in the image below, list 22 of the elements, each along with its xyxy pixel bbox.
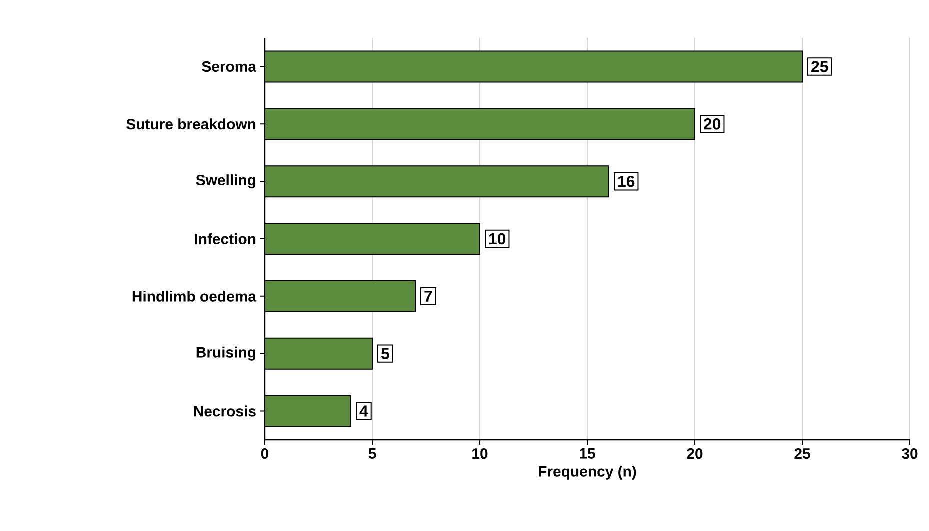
x-tick-label: 0 [261,448,269,460]
y-tick-label: Infection [195,234,256,244]
x-tick-label: 20 [687,448,703,460]
data-label: 5 [381,348,390,360]
y-tick-label: Seroma [202,61,257,72]
data-label: 16 [618,176,635,188]
data-label: 4 [360,406,368,417]
x-axis-title: Frequency (n) [539,466,636,480]
x-tick-label: 25 [794,448,810,460]
data-label: 7 [424,290,432,302]
y-tick-label: Suture breakdown [126,118,256,130]
x-tick-label: 15 [580,448,596,459]
data-label: 25 [812,61,828,72]
data-label: 10 [490,233,506,245]
y-tick-label: Swelling [196,174,256,189]
y-tick-label: Bruising [196,346,256,361]
x-tick-label: 5 [368,448,376,459]
y-tick-label: Necrosis [194,406,256,417]
x-tick-label: 30 [902,448,918,460]
y-tick-label: Hindlimb oedema [132,290,257,302]
data-label: 20 [704,118,721,130]
x-tick-label: 10 [472,448,488,460]
